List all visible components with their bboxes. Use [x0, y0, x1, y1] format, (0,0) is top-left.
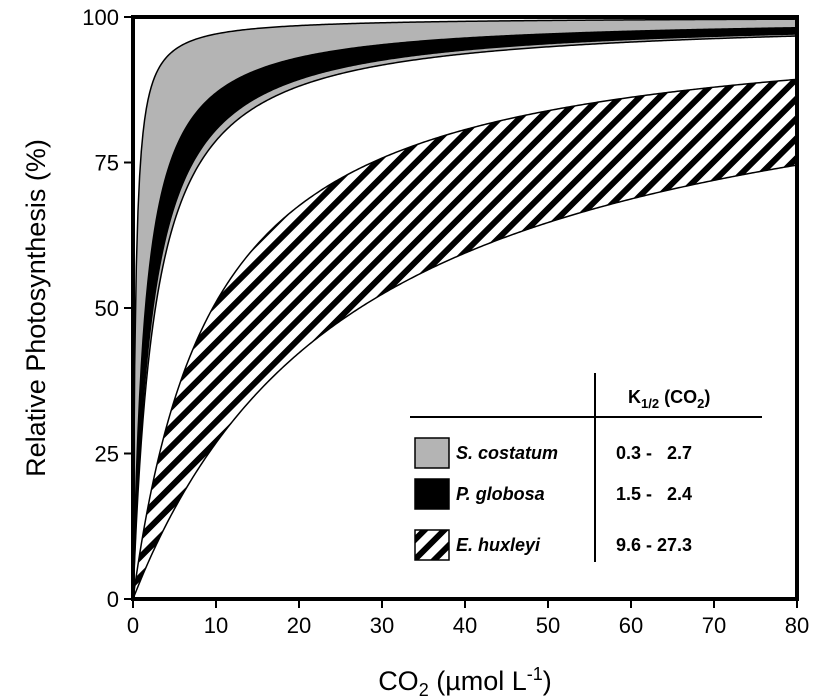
- band-p-globosa: [133, 26, 797, 599]
- y-tick-label: 75: [95, 151, 119, 176]
- x-tick-label: 20: [287, 613, 311, 638]
- legend-header: K1/2 (CO2): [628, 387, 710, 411]
- data-bands: [133, 18, 797, 599]
- y-tick-label: 0: [107, 587, 119, 612]
- x-tick-label: 70: [702, 613, 726, 638]
- y-axis: 0 25 50 75 100: [82, 5, 133, 612]
- legend-swatch: [414, 478, 450, 510]
- legend-k-range: 0.3 - 2.7: [616, 443, 692, 463]
- legend-k-range: 1.5 - 2.4: [616, 484, 692, 504]
- legend-label: S. costatum: [456, 443, 558, 463]
- x-tick-label: 60: [619, 613, 643, 638]
- legend: K1/2 (CO2) S. costatum 0.3 - 2.7 P. globos…: [410, 373, 762, 562]
- legend-k-range: 9.6 - 27.3: [616, 535, 692, 555]
- y-tick-label: 100: [82, 5, 119, 30]
- band-s-costatum: [133, 18, 797, 599]
- legend-label: P. globosa: [456, 484, 545, 504]
- x-axis-title: CO2 (µmol L-1): [378, 664, 552, 700]
- x-tick-label: 0: [127, 613, 139, 638]
- y-tick-label: 50: [95, 296, 119, 321]
- band-e-huxleyi: [133, 78, 797, 599]
- x-tick-label: 50: [536, 613, 560, 638]
- legend-label: E. huxleyi: [456, 535, 541, 555]
- x-tick-label: 40: [453, 613, 477, 638]
- legend-swatch: [414, 437, 450, 469]
- legend-swatch: [414, 529, 450, 561]
- x-axis: 0 10 20 30 40 50 60 70 80: [127, 599, 809, 638]
- x-tick-label: 30: [370, 613, 394, 638]
- y-tick-label: 25: [95, 442, 119, 467]
- y-axis-title: Relative Photosynthesis (%): [21, 139, 51, 477]
- x-tick-label: 80: [785, 613, 809, 638]
- x-tick-label: 10: [204, 613, 228, 638]
